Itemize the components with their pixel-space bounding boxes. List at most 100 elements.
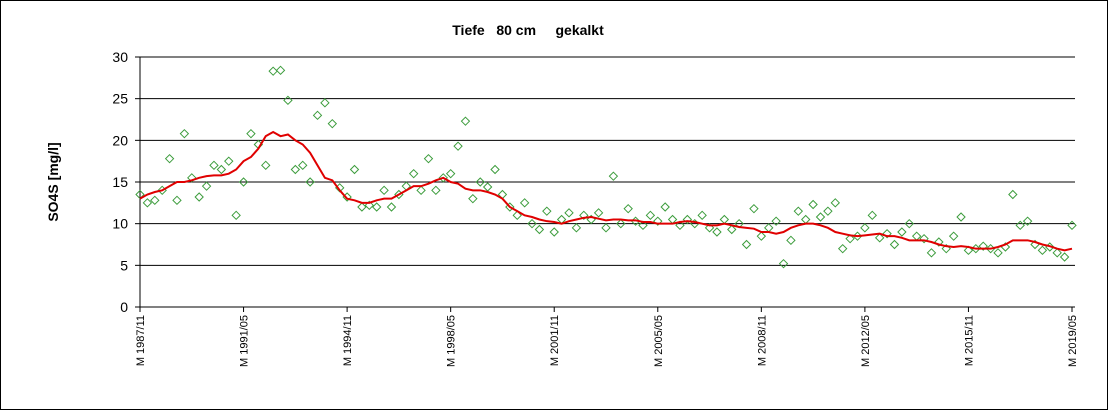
data-point (216, 164, 227, 175)
data-point (505, 202, 515, 212)
data-point (645, 210, 656, 221)
data-point (320, 98, 330, 108)
data-point (601, 223, 611, 233)
data-point (963, 245, 974, 256)
data-point (172, 195, 182, 206)
y-tick-label: 0 (120, 299, 128, 315)
data-point (793, 206, 804, 216)
data-point (534, 224, 545, 235)
data-point (860, 223, 870, 233)
data-point (416, 185, 426, 196)
data-point (179, 128, 190, 139)
data-point (327, 118, 338, 129)
data-point (290, 164, 301, 175)
data-point (312, 110, 323, 121)
data-point (771, 216, 781, 226)
data-point (349, 164, 360, 175)
data-point (682, 214, 693, 225)
y-tick-label: 10 (112, 216, 128, 232)
data-point (1015, 220, 1025, 231)
data-point (164, 153, 175, 164)
data-point (948, 231, 959, 241)
data-point (741, 239, 752, 250)
data-point (675, 220, 685, 231)
data-point (579, 210, 589, 221)
data-point (527, 218, 537, 229)
data-point (993, 248, 1003, 258)
data-point (475, 177, 485, 187)
data-point (571, 223, 582, 233)
data-point (564, 208, 574, 218)
data-point (453, 141, 463, 151)
data-point (512, 210, 522, 221)
x-tick-label: M 2008/11 (756, 315, 768, 366)
data-point (187, 173, 197, 183)
data-point (408, 168, 419, 179)
data-point (231, 210, 241, 221)
y-tick-label: 20 (112, 132, 128, 148)
data-point (830, 198, 841, 208)
data-point (1052, 248, 1062, 258)
data-point (704, 223, 715, 233)
data-point (460, 116, 471, 126)
data-point (815, 212, 826, 222)
x-tick-label: M 2015/11 (963, 315, 975, 366)
data-point (423, 153, 434, 164)
data-point (897, 227, 907, 237)
data-point (386, 202, 397, 212)
data-point (823, 206, 833, 216)
data-point (549, 227, 559, 237)
data-point (298, 160, 308, 171)
data-point (749, 203, 759, 214)
data-point (194, 192, 204, 202)
data-point (431, 185, 441, 196)
data-point (490, 164, 500, 175)
data-point (371, 202, 382, 212)
x-tick-label: M 2005/05 (653, 315, 665, 367)
y-tick-label: 5 (120, 257, 128, 273)
data-point (261, 160, 271, 171)
data-point (934, 237, 944, 247)
data-point (201, 181, 212, 191)
data-point (379, 185, 389, 196)
data-point (837, 243, 848, 254)
data-point (142, 198, 153, 208)
data-point (926, 248, 937, 258)
data-point (1008, 189, 1018, 200)
data-point (623, 203, 633, 214)
data-point (778, 258, 789, 269)
y-axis-label: SO4S [mg/l] (45, 142, 61, 221)
data-point (653, 216, 663, 226)
data-point (1059, 252, 1070, 262)
data-point (882, 228, 892, 239)
data-point (808, 199, 818, 210)
data-point (1022, 216, 1033, 226)
data-point (238, 177, 249, 187)
data-point (150, 195, 160, 206)
y-tick-label: 25 (112, 91, 128, 107)
data-point (852, 231, 863, 241)
data-point (712, 227, 722, 237)
data-point (305, 177, 315, 187)
trend-line (139, 130, 1073, 252)
data-point (956, 212, 966, 222)
data-point (727, 224, 737, 235)
data-point (608, 171, 619, 181)
data-point (246, 128, 256, 139)
x-tick-label: M 2012/05 (860, 315, 872, 367)
data-point (1067, 220, 1077, 231)
x-tick-label: M 1998/05 (446, 315, 458, 367)
data-point (638, 220, 648, 231)
data-point (283, 95, 293, 106)
data-point (1037, 245, 1048, 256)
data-point (593, 208, 604, 218)
data-point (978, 241, 988, 251)
x-tick-label: M 1994/11 (342, 315, 354, 366)
data-point (919, 233, 929, 244)
data-point (438, 173, 448, 183)
data-point (275, 65, 286, 76)
y-tick-label: 15 (112, 174, 128, 190)
x-tick-label: M 2001/11 (549, 315, 561, 366)
data-point (224, 156, 234, 166)
data-point (904, 218, 914, 229)
